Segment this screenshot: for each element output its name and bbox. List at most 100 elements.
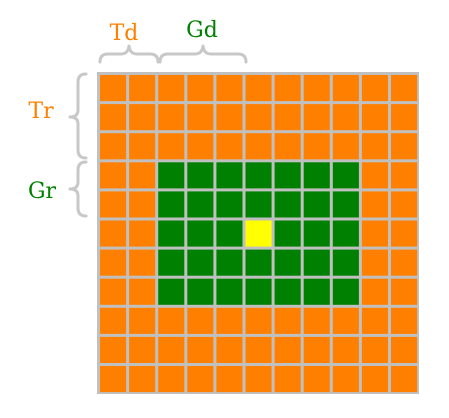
guard-cell [274, 220, 301, 247]
training-cell [245, 75, 272, 102]
training-cell [332, 366, 359, 393]
training-cell [391, 336, 418, 363]
training-cell [100, 366, 127, 393]
training-cell [100, 75, 127, 102]
training-cell [100, 162, 127, 189]
training-cell [216, 307, 243, 334]
training-cell [361, 307, 388, 334]
td-label: Td [110, 21, 139, 46]
guard-cell [158, 162, 185, 189]
training-cell [129, 249, 156, 276]
training-cell [361, 336, 388, 363]
guard-cell [332, 162, 359, 189]
training-cell [187, 336, 214, 363]
training-cell [391, 307, 418, 334]
training-cell [129, 220, 156, 247]
training-cell [361, 162, 388, 189]
guard-cell [158, 220, 185, 247]
training-cell [158, 104, 185, 131]
training-cell [361, 133, 388, 160]
guard-cell [332, 191, 359, 218]
cell-under-test [245, 220, 272, 247]
training-cell [303, 307, 330, 334]
training-cell [158, 307, 185, 334]
gd-brace [158, 44, 248, 64]
training-cell [274, 366, 301, 393]
training-cell [391, 249, 418, 276]
training-cell [187, 104, 214, 131]
training-cell [187, 307, 214, 334]
td-brace [98, 44, 160, 64]
training-cell [129, 104, 156, 131]
guard-cell [216, 191, 243, 218]
guard-cell [187, 278, 214, 305]
training-cell [100, 220, 127, 247]
guard-cell [274, 278, 301, 305]
guard-cell [303, 162, 330, 189]
guard-cell [332, 278, 359, 305]
guard-cell [216, 278, 243, 305]
training-cell [216, 75, 243, 102]
guard-cell [187, 191, 214, 218]
training-cell [216, 133, 243, 160]
training-cell [187, 133, 214, 160]
guard-cell [274, 162, 301, 189]
gd-label: Gd [186, 18, 218, 43]
training-cell [129, 336, 156, 363]
training-cell [361, 278, 388, 305]
tr-label: Tr [28, 99, 54, 124]
training-cell [216, 336, 243, 363]
training-cell [391, 75, 418, 102]
training-cell [245, 336, 272, 363]
training-cell [187, 75, 214, 102]
cell-grid [100, 75, 418, 393]
guard-cell [187, 162, 214, 189]
training-cell [303, 366, 330, 393]
training-cell [158, 133, 185, 160]
training-cell [100, 278, 127, 305]
guard-cell [332, 249, 359, 276]
guard-cell [303, 249, 330, 276]
guard-cell [274, 249, 301, 276]
training-cell [391, 104, 418, 131]
training-cell [332, 133, 359, 160]
guard-cell [158, 191, 185, 218]
training-cell [216, 104, 243, 131]
training-cell [158, 366, 185, 393]
gr-label: Gr [28, 179, 57, 204]
training-cell [158, 336, 185, 363]
training-cell [129, 307, 156, 334]
training-cell [100, 336, 127, 363]
training-cell [361, 75, 388, 102]
training-cell [391, 278, 418, 305]
training-cell [245, 366, 272, 393]
training-cell [245, 133, 272, 160]
guard-cell [187, 220, 214, 247]
guard-cell [245, 191, 272, 218]
training-cell [274, 75, 301, 102]
guard-cell [158, 249, 185, 276]
training-cell [361, 220, 388, 247]
training-cell [332, 307, 359, 334]
training-cell [391, 191, 418, 218]
training-cell [332, 104, 359, 131]
training-cell [303, 133, 330, 160]
training-cell [274, 336, 301, 363]
training-cell [361, 249, 388, 276]
training-cell [129, 75, 156, 102]
guard-cell [245, 278, 272, 305]
training-cell [216, 366, 243, 393]
training-cell [303, 104, 330, 131]
guard-cell [274, 191, 301, 218]
training-cell [187, 366, 214, 393]
guard-cell [245, 249, 272, 276]
guard-cell [158, 278, 185, 305]
training-cell [158, 75, 185, 102]
guard-cell [303, 191, 330, 218]
training-cell [129, 366, 156, 393]
training-cell [332, 75, 359, 102]
training-cell [100, 191, 127, 218]
guard-cell [245, 162, 272, 189]
training-cell [303, 75, 330, 102]
